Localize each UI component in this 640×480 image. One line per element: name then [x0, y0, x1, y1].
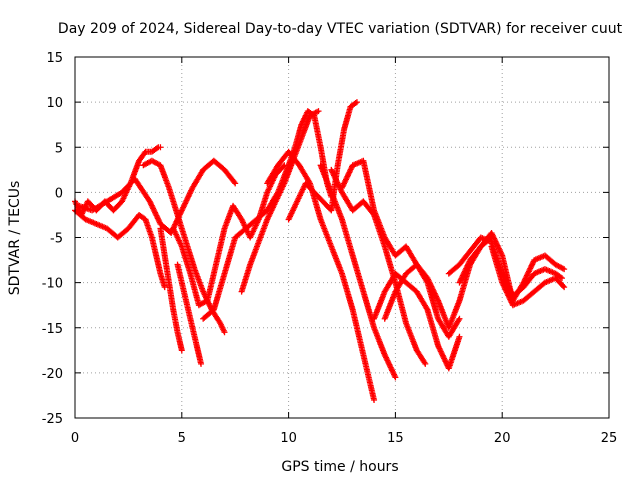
- series-arc3: [76, 157, 239, 236]
- x-tick-label: 10: [280, 431, 297, 446]
- data-point: [353, 99, 360, 106]
- x-tick-label: 0: [71, 431, 79, 446]
- data-point: [392, 374, 399, 381]
- series-arc5: [157, 225, 185, 354]
- x-tick-label: 5: [178, 431, 186, 446]
- data-point: [456, 333, 463, 340]
- x-tick-label: 15: [387, 431, 404, 446]
- data-point: [422, 360, 429, 367]
- axis-ticks: 0 5 10 15 20 25 15 10 5 0 -5 -10 -15 -20 -25: [42, 51, 618, 446]
- series-arc11: [264, 148, 378, 403]
- data-points: [72, 99, 568, 403]
- y-tick-label: -5: [50, 232, 63, 247]
- y-tick-label: -25: [42, 412, 63, 427]
- y-tick-label: -20: [42, 367, 63, 382]
- data-point: [198, 360, 205, 367]
- series-arc7: [174, 261, 205, 367]
- series-arc9: [238, 108, 322, 295]
- grid: [75, 57, 609, 418]
- data-point: [561, 266, 568, 273]
- series-arc4: [140, 157, 228, 336]
- chart-title: Day 209 of 2024, Sidereal Day-to-day VTE…: [58, 21, 623, 37]
- data-point: [232, 180, 239, 187]
- data-point: [560, 283, 567, 290]
- y-tick-label: 15: [46, 51, 63, 66]
- series-arc6: [170, 162, 288, 309]
- x-tick-label: 25: [601, 431, 618, 446]
- x-tick-label: 20: [494, 431, 511, 446]
- data-point: [178, 347, 185, 354]
- series-arc18: [456, 229, 568, 304]
- series-arc12: [317, 162, 399, 381]
- y-tick-label: -15: [42, 322, 63, 337]
- series-arc2: [72, 207, 168, 291]
- data-point: [231, 179, 238, 186]
- x-axis-label: GPS time / hours: [281, 459, 398, 475]
- y-tick-label: -10: [42, 277, 63, 292]
- y-tick-label: 5: [55, 141, 63, 156]
- data-point: [557, 274, 564, 281]
- series-arc15: [371, 270, 463, 372]
- data-point: [315, 108, 322, 115]
- data-point: [161, 284, 168, 291]
- data-point: [154, 145, 161, 152]
- series-arc19: [488, 243, 568, 309]
- data-point: [352, 100, 359, 107]
- data-point: [456, 315, 463, 322]
- y-tick-label: 10: [46, 96, 63, 111]
- y-tick-label: 0: [55, 186, 63, 201]
- data-point: [559, 275, 566, 282]
- series-arc14: [339, 157, 463, 340]
- data-point: [221, 329, 228, 336]
- data-point: [371, 396, 378, 403]
- data-point: [561, 284, 568, 291]
- y-axis-label: SDTVAR / TECUs: [7, 181, 23, 296]
- series-arc16: [381, 234, 495, 331]
- data-point: [157, 144, 164, 151]
